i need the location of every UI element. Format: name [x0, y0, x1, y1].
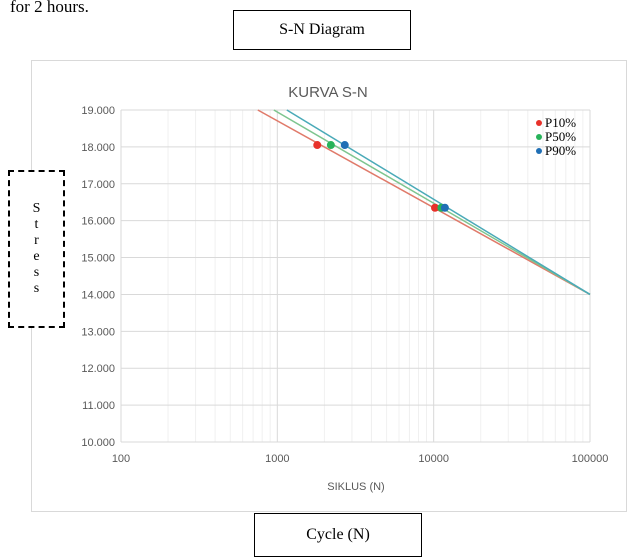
- x-tick-label: 100: [112, 453, 130, 465]
- y-tick-label: 12.000: [81, 363, 115, 375]
- legend-label: P90%: [545, 143, 576, 158]
- chart-title: KURVA S-N: [288, 84, 367, 101]
- data-point: [313, 141, 322, 150]
- series-line: [286, 109, 591, 296]
- y-tick-label: 19.000: [81, 105, 115, 117]
- stress-letter: t: [34, 217, 39, 232]
- data-point: [326, 141, 335, 150]
- y-tick-label: 18.000: [81, 142, 115, 154]
- y-tick-label: 14.000: [81, 289, 115, 301]
- legend-marker: [536, 148, 542, 154]
- x-tick-label: 1000: [265, 453, 289, 465]
- caption-fragment: for 2 hours.: [10, 0, 89, 16]
- stress-letter: e: [33, 249, 40, 264]
- y-tick-label: 15.000: [81, 253, 115, 265]
- stress-label-box: S t r e s s: [8, 170, 65, 328]
- series-line: [257, 109, 591, 296]
- x-tick-label: 100000: [572, 453, 609, 465]
- cycle-label: Cycle (N): [254, 513, 422, 557]
- stress-letter: s: [33, 281, 40, 296]
- series-line: [273, 109, 591, 296]
- x-axis-title: SIKLUS (N): [327, 481, 384, 493]
- stress-letter: s: [33, 265, 40, 280]
- stress-letter: S: [32, 201, 41, 216]
- legend-marker: [536, 120, 542, 126]
- data-point: [440, 203, 449, 212]
- tick-layer: 10.000 11.000 12.000 13.000 14.000 15.000 16.0…: [81, 105, 608, 465]
- y-tick-label: 13.000: [81, 326, 115, 338]
- y-tick-label: 17.000: [81, 179, 115, 191]
- grid-layer: [120, 109, 591, 443]
- sn-diagram-label: S-N Diagram: [233, 10, 411, 50]
- legend: P10%P50%P90%: [536, 115, 576, 158]
- stress-letter: r: [34, 233, 39, 248]
- data-point: [340, 141, 349, 150]
- series-layer: [257, 109, 591, 296]
- legend-label: P50%: [545, 129, 576, 144]
- y-tick-label: 10.000: [81, 437, 115, 449]
- y-tick-label: 16.000: [81, 216, 115, 228]
- x-tick-label: 10000: [418, 453, 449, 465]
- y-tick-label: 11.000: [82, 400, 115, 412]
- legend-marker: [536, 134, 542, 140]
- data-point: [431, 203, 440, 212]
- legend-label: P10%: [545, 115, 576, 130]
